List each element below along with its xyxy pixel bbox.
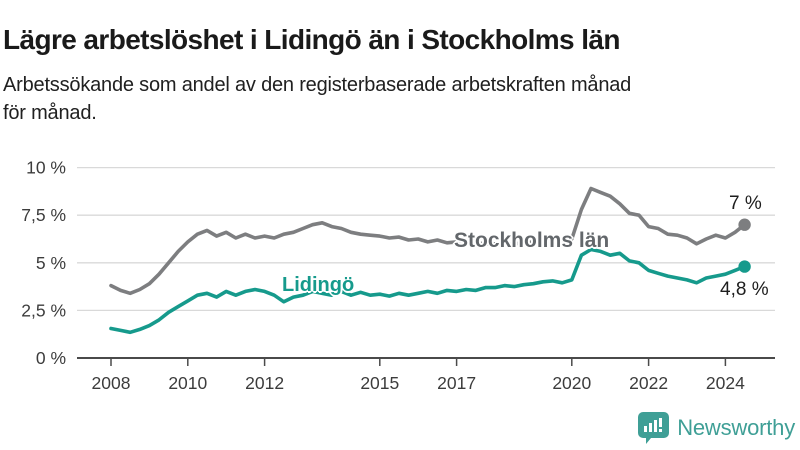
series-end-dot-liding- xyxy=(738,260,751,273)
y-tick-label: 5 % xyxy=(36,253,66,273)
x-tick-label: 2008 xyxy=(92,373,131,393)
series-line-stockholms-l-n xyxy=(109,186,747,296)
chart-svg: 0 % 2,5 % 5 % 7,5 % 10 % 2008 2010 2012 2015 2017… xyxy=(21,158,775,393)
y-tick-label: 10 % xyxy=(26,158,66,178)
x-tick-label: 2012 xyxy=(245,373,284,393)
page-title: Lägre arbetslöshet i Lidingö än i Stockh… xyxy=(3,23,620,55)
line-chart: 0 % 2,5 % 5 % 7,5 % 10 % 2008 2010 2012 2015 2017… xyxy=(0,150,800,412)
x-tick-label: 2015 xyxy=(360,373,399,393)
x-tick-label: 2024 xyxy=(706,373,745,393)
end-value-label-stockholms-lan: 7 % xyxy=(729,193,762,214)
series-end-dot-stockholms-l-n xyxy=(738,218,751,231)
x-tick-label: 2010 xyxy=(168,373,207,393)
newsworthy-logo-text: Newsworthy xyxy=(677,415,795,440)
y-tick-label: 7,5 % xyxy=(21,205,66,225)
y-tick-label: 0 % xyxy=(36,348,66,368)
end-value-label-lidingo: 4,8 % xyxy=(720,279,769,300)
y-tick-label: 2,5 % xyxy=(21,300,66,320)
subtitle-line-1: Arbetssökande som andel av den registerb… xyxy=(3,74,632,96)
series-label-lidingo: Lidingö xyxy=(282,274,355,296)
x-tick-label: 2017 xyxy=(437,373,476,393)
newsworthy-chart-bubble-icon xyxy=(638,412,670,444)
x-tick-label: 2020 xyxy=(552,373,591,393)
x-tick-label: 2022 xyxy=(629,373,668,393)
subtitle-line-2: för månad. xyxy=(3,101,97,124)
series-label-stockholms-lan: Stockholms län xyxy=(454,229,610,252)
newsworthy-logo[interactable]: Newsworthy xyxy=(637,411,795,445)
chart-subtitle: Arbetssökande som andel av den registerb… xyxy=(3,72,783,127)
series-line-liding- xyxy=(109,247,747,335)
